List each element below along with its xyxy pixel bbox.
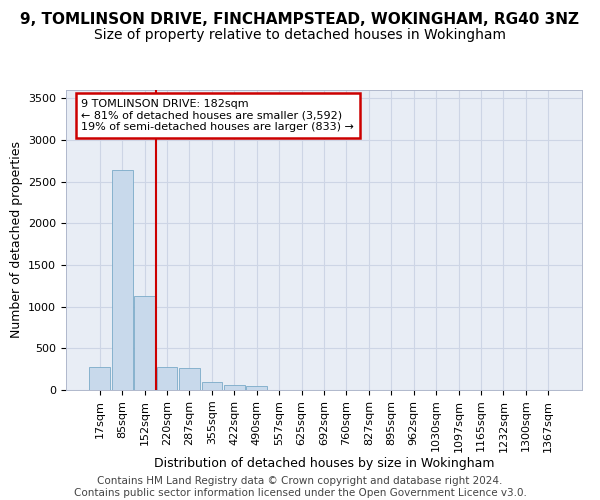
Bar xyxy=(224,384,245,390)
Text: 9, TOMLINSON DRIVE, FINCHAMPSTEAD, WOKINGHAM, RG40 3NZ: 9, TOMLINSON DRIVE, FINCHAMPSTEAD, WOKIN… xyxy=(20,12,580,28)
Bar xyxy=(179,368,200,390)
Bar xyxy=(157,366,178,390)
Text: 9 TOMLINSON DRIVE: 182sqm
← 81% of detached houses are smaller (3,592)
19% of se: 9 TOMLINSON DRIVE: 182sqm ← 81% of detac… xyxy=(82,99,355,132)
Bar xyxy=(89,367,110,390)
Text: Contains HM Land Registry data © Crown copyright and database right 2024.
Contai: Contains HM Land Registry data © Crown c… xyxy=(74,476,526,498)
Bar xyxy=(202,382,222,390)
Y-axis label: Number of detached properties: Number of detached properties xyxy=(10,142,23,338)
Text: Distribution of detached houses by size in Wokingham: Distribution of detached houses by size … xyxy=(154,458,494,470)
Bar xyxy=(247,386,267,390)
Text: Size of property relative to detached houses in Wokingham: Size of property relative to detached ho… xyxy=(94,28,506,42)
Bar xyxy=(134,296,155,390)
Bar xyxy=(112,170,133,390)
